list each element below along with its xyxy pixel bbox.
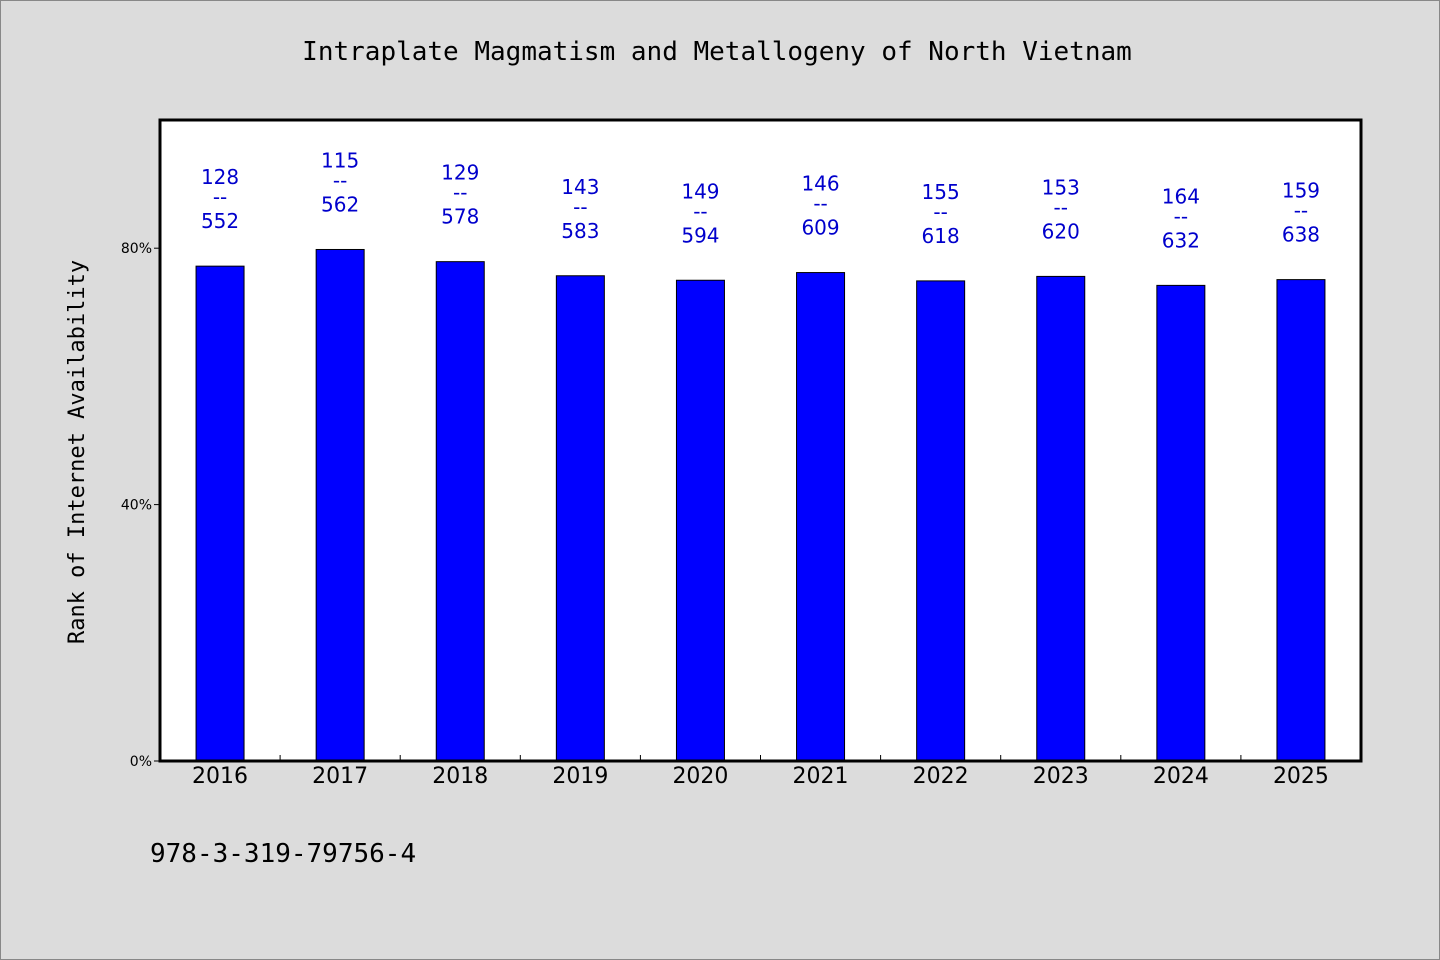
data-label-2017-line-2: --	[333, 168, 347, 192]
data-label-2023-line-3: 620	[1042, 219, 1080, 243]
bar-2020	[675, 279, 725, 762]
x-axis-ticks: 2016 2017 2018 2019 2020 2021 2022 2023 2024 2025	[192, 755, 1329, 789]
data-label-2019-line-1: 143	[561, 175, 599, 199]
data-label-2019-line-2: --	[573, 195, 587, 219]
bar-2024	[1156, 284, 1206, 762]
x-tick-label-2017: 2017	[312, 764, 368, 789]
data-label-2017-line-3: 562	[321, 192, 359, 216]
data-label-2018-line-3: 578	[441, 205, 479, 229]
bars-group	[195, 248, 1326, 762]
y-tick-label-0: 0%	[130, 754, 152, 770]
bar-2021	[796, 272, 846, 762]
bar-2025	[1276, 279, 1326, 762]
chart-title: Intraplate Magmatism and Metallogeny of …	[302, 37, 1132, 67]
x-tick-label-2018: 2018	[432, 764, 488, 789]
y-tick-label-80: 80%	[121, 241, 152, 257]
data-label-2022-line-3: 618	[922, 224, 960, 248]
data-label-2024-line-3: 632	[1162, 228, 1200, 252]
data-label-2022-line-2: --	[933, 200, 947, 224]
data-label-2020-line-2: --	[693, 199, 707, 223]
data-label-2021-line-2: --	[813, 192, 827, 216]
data-label-2023-line-1: 153	[1042, 175, 1080, 199]
y-axis-ticks: 0% 40% 80%	[121, 241, 160, 770]
x-tick-label-2020: 2020	[672, 764, 728, 789]
x-tick-label-2016: 2016	[192, 764, 248, 789]
bar-2016	[195, 265, 245, 762]
y-tick-label-40: 40%	[121, 498, 152, 514]
y-axis-label: Rank of Internet Availability	[65, 260, 90, 644]
data-label-2021-line-1: 146	[801, 172, 839, 196]
data-label-2025-line-1: 159	[1282, 179, 1320, 203]
data-label-2019-line-3: 583	[561, 219, 599, 243]
x-tick-label-2024: 2024	[1153, 764, 1209, 789]
data-label-2025-line-2: --	[1294, 199, 1308, 223]
data-label-2022-line-1: 155	[922, 180, 960, 204]
data-label-2020-line-3: 594	[681, 223, 719, 247]
data-label-2021-line-3: 609	[801, 216, 839, 240]
bar-2019	[555, 275, 605, 762]
data-labels-group: 128--552115--562129--578143--583149--594…	[201, 148, 1320, 252]
x-tick-label-2023: 2023	[1033, 764, 1089, 789]
x-tick-label-2021: 2021	[793, 764, 849, 789]
data-label-2025-line-3: 638	[1282, 223, 1320, 247]
data-label-2023-line-2: --	[1054, 195, 1068, 219]
data-label-2016-line-1: 128	[201, 165, 239, 189]
x-tick-label-2022: 2022	[913, 764, 969, 789]
bar-2023	[1036, 275, 1086, 762]
bar-2022	[916, 280, 966, 762]
data-label-2017-line-1: 115	[321, 148, 359, 172]
data-label-2016-line-2: --	[213, 185, 227, 209]
isbn-footer: 978-3-319-79756-4	[150, 839, 416, 869]
data-label-2016-line-3: 552	[201, 209, 239, 233]
data-label-2024-line-1: 164	[1162, 184, 1200, 208]
bar-2018	[435, 261, 485, 762]
data-label-2020-line-1: 149	[681, 179, 719, 203]
data-label-2018-line-2: --	[453, 181, 467, 205]
plot-frame	[158, 118, 1363, 763]
x-tick-label-2025: 2025	[1273, 764, 1329, 789]
data-label-2018-line-1: 129	[441, 161, 479, 185]
bar-2017	[315, 248, 365, 762]
x-tick-label-2019: 2019	[552, 764, 608, 789]
data-label-2024-line-2: --	[1174, 204, 1188, 228]
